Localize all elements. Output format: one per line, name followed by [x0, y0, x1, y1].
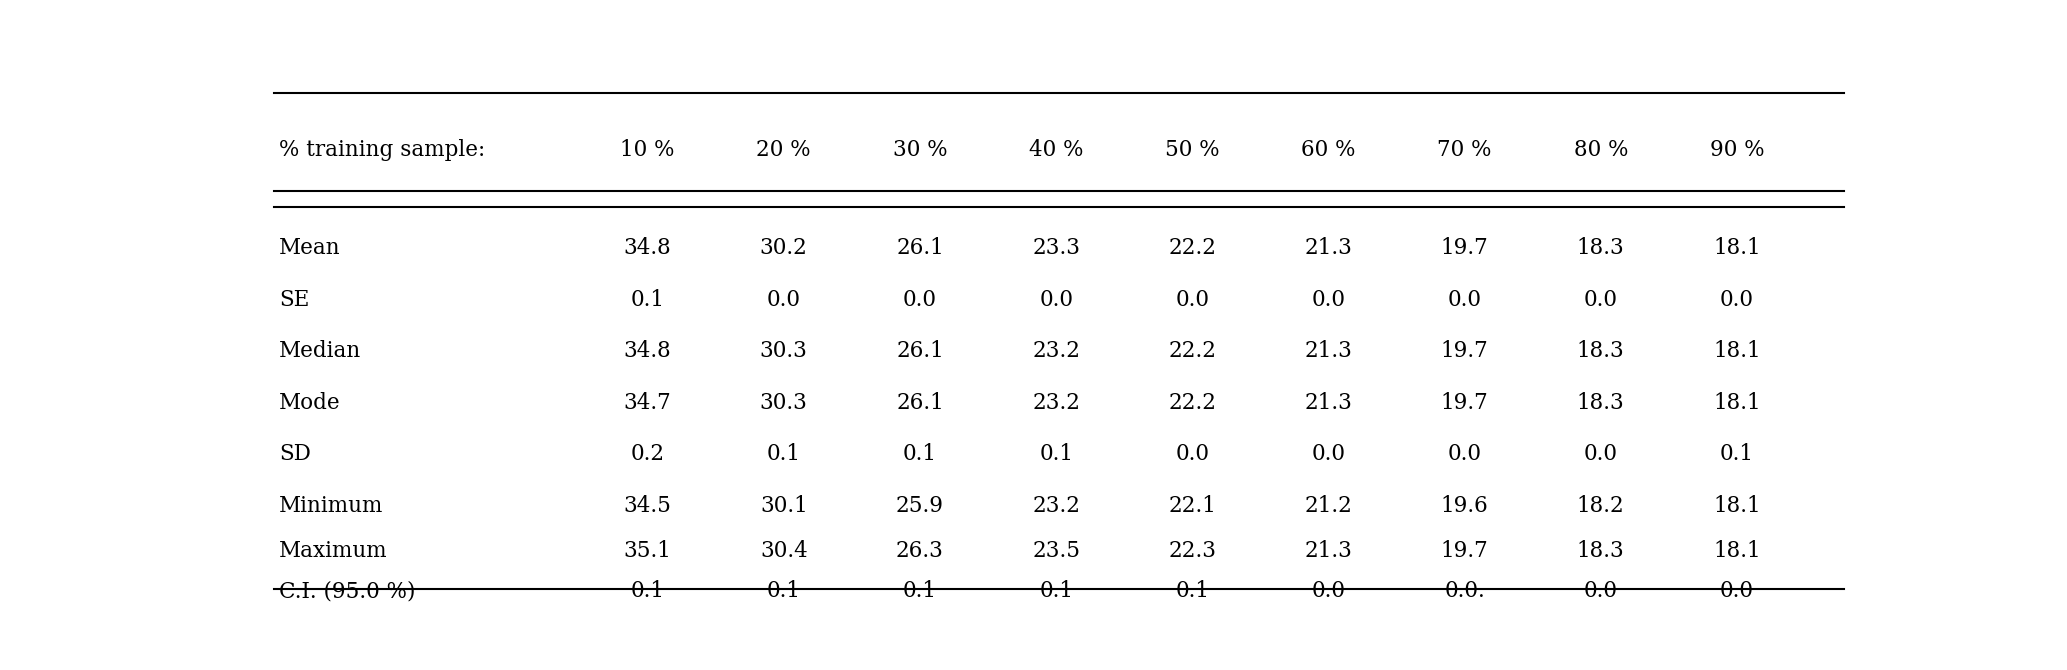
Text: 0.0: 0.0	[1447, 444, 1482, 466]
Text: 23.2: 23.2	[1031, 392, 1081, 414]
Text: 26.1: 26.1	[897, 340, 945, 362]
Text: 0.0: 0.0	[1583, 580, 1618, 602]
Text: 23.2: 23.2	[1031, 495, 1081, 517]
Text: 0.0: 0.0	[1176, 289, 1209, 311]
Text: 18.3: 18.3	[1577, 340, 1625, 362]
Text: 0.0: 0.0	[1583, 444, 1618, 466]
Text: 0.0: 0.0	[1040, 289, 1073, 311]
Text: 0.0: 0.0	[1310, 580, 1346, 602]
Text: Mean: Mean	[279, 237, 341, 259]
Text: 18.3: 18.3	[1577, 392, 1625, 414]
Text: 0.1: 0.1	[1040, 580, 1073, 602]
Text: 70 %: 70 %	[1437, 139, 1492, 161]
Text: 19.7: 19.7	[1441, 392, 1488, 414]
Text: 18.1: 18.1	[1714, 237, 1761, 259]
Text: 22.2: 22.2	[1168, 392, 1215, 414]
Text: 60 %: 60 %	[1302, 139, 1356, 161]
Text: 0.1: 0.1	[630, 580, 666, 602]
Text: 30.3: 30.3	[761, 392, 808, 414]
Text: 19.7: 19.7	[1441, 540, 1488, 562]
Text: 19.7: 19.7	[1441, 237, 1488, 259]
Text: 18.1: 18.1	[1714, 392, 1761, 414]
Text: 21.3: 21.3	[1304, 237, 1352, 259]
Text: 0.1: 0.1	[767, 580, 800, 602]
Text: 0.0: 0.0	[903, 289, 936, 311]
Text: 0.1: 0.1	[767, 444, 800, 466]
Text: 18.3: 18.3	[1577, 237, 1625, 259]
Text: 19.7: 19.7	[1441, 340, 1488, 362]
Text: 34.8: 34.8	[624, 340, 672, 362]
Text: 21.2: 21.2	[1304, 495, 1352, 517]
Text: 26.3: 26.3	[895, 540, 945, 562]
Text: 23.3: 23.3	[1031, 237, 1081, 259]
Text: 23.2: 23.2	[1031, 340, 1081, 362]
Text: 19.6: 19.6	[1441, 495, 1488, 517]
Text: 25.9: 25.9	[895, 495, 945, 517]
Text: 30.2: 30.2	[761, 237, 808, 259]
Text: 80 %: 80 %	[1573, 139, 1629, 161]
Text: Maximum: Maximum	[279, 540, 389, 562]
Text: 10 %: 10 %	[620, 139, 676, 161]
Text: 0.1: 0.1	[903, 580, 936, 602]
Text: 30 %: 30 %	[893, 139, 947, 161]
Text: 21.3: 21.3	[1304, 540, 1352, 562]
Text: 21.3: 21.3	[1304, 392, 1352, 414]
Text: 22.2: 22.2	[1168, 237, 1215, 259]
Text: 0.0.: 0.0.	[1445, 580, 1484, 602]
Text: 26.1: 26.1	[897, 392, 945, 414]
Text: 34.8: 34.8	[624, 237, 672, 259]
Text: 30.4: 30.4	[761, 540, 808, 562]
Text: 0.1: 0.1	[1176, 580, 1209, 602]
Text: % training sample:: % training sample:	[279, 139, 486, 161]
Text: 0.0: 0.0	[1176, 444, 1209, 466]
Text: 21.3: 21.3	[1304, 340, 1352, 362]
Text: 23.5: 23.5	[1031, 540, 1081, 562]
Text: SE: SE	[279, 289, 310, 311]
Text: 50 %: 50 %	[1166, 139, 1220, 161]
Text: Minimum: Minimum	[279, 495, 384, 517]
Text: 0.1: 0.1	[1720, 444, 1755, 466]
Text: Mode: Mode	[279, 392, 341, 414]
Text: SD: SD	[279, 444, 310, 466]
Text: 0.1: 0.1	[630, 289, 666, 311]
Text: Median: Median	[279, 340, 362, 362]
Text: 22.1: 22.1	[1168, 495, 1215, 517]
Text: C.I. (95.0 %): C.I. (95.0 %)	[279, 580, 415, 602]
Text: 0.0: 0.0	[767, 289, 800, 311]
Text: 0.0: 0.0	[1720, 289, 1755, 311]
Text: 0.0: 0.0	[1720, 580, 1755, 602]
Text: 0.0: 0.0	[1447, 289, 1482, 311]
Text: 0.0: 0.0	[1310, 444, 1346, 466]
Text: 34.5: 34.5	[624, 495, 672, 517]
Text: 40 %: 40 %	[1029, 139, 1083, 161]
Text: 0.0: 0.0	[1583, 289, 1618, 311]
Text: 30.1: 30.1	[761, 495, 808, 517]
Text: 0.0: 0.0	[1310, 289, 1346, 311]
Text: 18.1: 18.1	[1714, 340, 1761, 362]
Text: 0.1: 0.1	[1040, 444, 1073, 466]
Text: 22.2: 22.2	[1168, 340, 1215, 362]
Text: 0.2: 0.2	[630, 444, 666, 466]
Text: 20 %: 20 %	[757, 139, 810, 161]
Text: 18.1: 18.1	[1714, 495, 1761, 517]
Text: 22.3: 22.3	[1168, 540, 1215, 562]
Text: 18.2: 18.2	[1577, 495, 1625, 517]
Text: 0.1: 0.1	[903, 444, 936, 466]
Text: 26.1: 26.1	[897, 237, 945, 259]
Text: 34.7: 34.7	[624, 392, 672, 414]
Text: 30.3: 30.3	[761, 340, 808, 362]
Text: 18.1: 18.1	[1714, 540, 1761, 562]
Text: 90 %: 90 %	[1709, 139, 1765, 161]
Text: 35.1: 35.1	[624, 540, 672, 562]
Text: 18.3: 18.3	[1577, 540, 1625, 562]
